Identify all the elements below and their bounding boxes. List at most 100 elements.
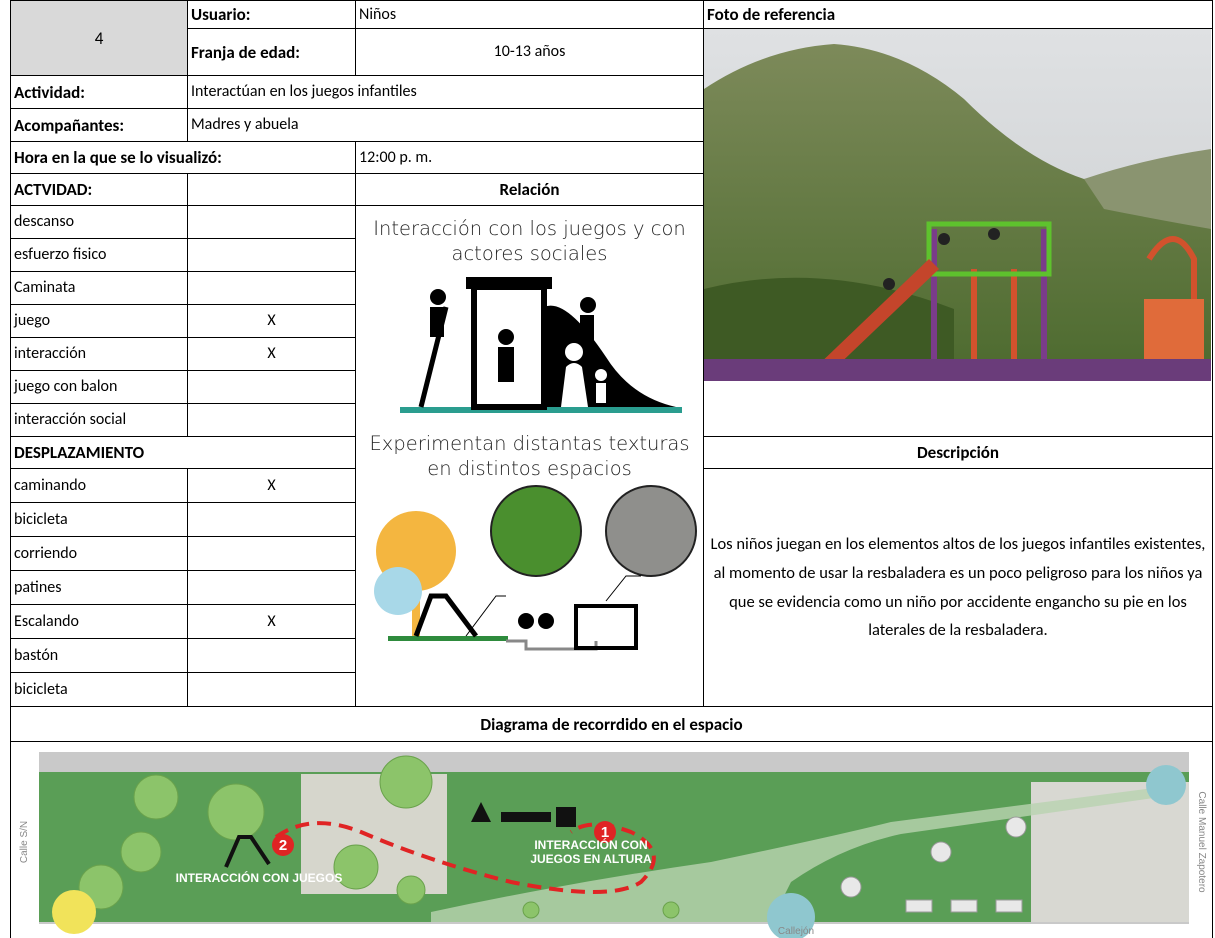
playground-illustration-part: [466, 276, 552, 289]
observation-sheet-part-part: descanso Interacción con los juegos y co…: [10, 205, 1213, 707]
observation-sheet-part-part: 4 Usuario: Niños Foto de referencia: [10, 0, 1213, 76]
displacement-row-label: patines: [10, 570, 188, 605]
activity-row-mark: [187, 205, 356, 239]
activity-label: Actividad:: [10, 75, 188, 109]
route-diagram-part-part: [930, 841, 952, 863]
observation-sheet-part-part: Diagrama de recorrdido en el espacio: [10, 706, 1213, 742]
displacement-row-label: caminando: [10, 468, 188, 503]
observation-sheet-part-part: esfuerzo fisico: [10, 238, 1213, 272]
textures-illustration-part: [538, 613, 554, 630]
displacement-row-mark: [187, 570, 356, 605]
observation-sheet-part-part: corriendo: [10, 536, 1213, 571]
textures-illustration-part: [374, 567, 422, 616]
reference-photo-part: [938, 233, 950, 245]
route-marker-label: 1: [601, 824, 609, 841]
relation-title: Relación: [355, 173, 704, 206]
photo-title: Foto de referencia: [703, 0, 1213, 29]
route-diagram-part: [78, 755, 680, 919]
displacement-row-mark: X: [187, 468, 356, 503]
reference-photo-part: [1084, 149, 1211, 229]
playground-illustration-part: [498, 346, 514, 382]
user-label: Usuario:: [187, 0, 356, 29]
activity-row-label: esfuerzo fisico: [10, 238, 188, 272]
route-marker: [594, 821, 616, 843]
sheet-number: 4: [10, 0, 188, 76]
route-diagram-part-part: [905, 899, 933, 913]
displacement-row-label: bicicleta: [10, 672, 188, 707]
activity-row-mark: X: [187, 337, 356, 371]
street-name: Calle S/N: [19, 821, 30, 863]
playground-illustration: [400, 276, 682, 413]
activity-row-label: descanso: [10, 205, 188, 239]
observation-sheet-part-part: bicicleta: [10, 672, 1213, 707]
displacement-row-mark: [187, 502, 356, 537]
textures-illustration-part: [388, 636, 508, 642]
companions-label: Acompañantes:: [10, 108, 188, 142]
diagram-label-box: INTERACCIÓN CON JUEGOS EN ALTURA: [530, 838, 652, 867]
observation-sheet-part-part: juego con balon: [10, 370, 1213, 404]
empty-cell: [187, 173, 356, 206]
observation-sheet-part-part: interacción social: [10, 403, 1213, 437]
playground-illustration-part: [596, 382, 606, 403]
observation-sheet-part-part: bastón: [10, 638, 1213, 673]
user-value: Niños: [355, 0, 704, 29]
activity-row-label: interacción: [10, 337, 188, 371]
observation-sheet-part: 4 Usuario: Niños Foto de referencia Fran…: [10, 0, 1213, 938]
route-diagram-part: [52, 890, 96, 934]
activity-row-mark: [187, 238, 356, 272]
activity-row-mark: [187, 403, 356, 437]
time-label: Hora en la que se lo visualizó:: [10, 141, 356, 174]
route-diagram-part: [431, 787, 1161, 922]
activity-row-label: juego: [10, 304, 188, 338]
displacement-row-mark: [187, 536, 356, 571]
displacement-row-label: corriendo: [10, 536, 188, 571]
reference-photo-part: [1146, 236, 1197, 381]
textures-illustration-part: [490, 485, 582, 578]
route-diagram-part-part: [207, 783, 265, 841]
activity-row-mark: X: [187, 304, 356, 338]
street-name: Callejón: [778, 926, 814, 937]
activity-value: Interactúan en los juegos infantiles: [187, 75, 704, 109]
route-diagram-part: [1146, 765, 1186, 805]
route-diagram-part-part: [995, 899, 1023, 913]
diagram-title: Diagrama de recorrdido en el espacio: [10, 706, 1213, 742]
playground-illustration-part: [561, 362, 588, 407]
textures-illustration-part: [413, 593, 478, 638]
displacement-row-mark: [187, 638, 356, 673]
route-diagram-part-part: [1005, 816, 1027, 838]
activity-row-label: Caminata: [10, 271, 188, 305]
observation-sheet-part-part: interacción X: [10, 337, 1213, 371]
age-label: Franja de edad:: [187, 28, 356, 76]
route-diagram-part-part: [662, 901, 680, 919]
playground-illustration-part: [580, 296, 596, 313]
relation-caption: Interacción con los juegos y con actores…: [373, 217, 686, 266]
observation-sheet-part-part: Hora en la que se lo visualizó: 12:00 p.…: [10, 141, 1213, 174]
route-diagram-part-part: [840, 876, 862, 898]
textures-illustration: [374, 485, 697, 651]
playground-illustration-part: [580, 314, 594, 341]
activity-row-mark: [187, 271, 356, 305]
observation-sheet-part-part: juego X: [10, 304, 1213, 338]
playground-illustration-part: [498, 328, 514, 345]
route-diagram-part: [274, 821, 656, 894]
observation-sheet: 4 Usuario: Niños Foto de referencia Fran…: [10, 0, 1213, 938]
reference-photo: [704, 29, 1211, 381]
time-value: 12:00 p. m.: [355, 141, 704, 174]
route-diagram-part-part: [950, 899, 978, 913]
displacement-row-mark: X: [187, 604, 356, 639]
activity-row-label: juego con balon: [10, 370, 188, 404]
route-diagram-part: [471, 802, 576, 827]
observation-sheet-part-part: Franja de edad: 10-13 años: [11, 28, 1213, 437]
description-text: Los niños juegan en los elementos altos …: [703, 468, 1213, 707]
playground-illustration-part: [565, 342, 583, 361]
textures-illustration-part: [574, 604, 638, 651]
diagram-label: INTERACCIÓN CON JUEGOS EN ALTURA: [530, 838, 652, 867]
route-marker: [272, 834, 294, 856]
relation-cell: Interacción con los juegos y con actores…: [355, 205, 704, 707]
age-value: 10-13 años: [355, 28, 704, 76]
textures-illustration-part: [518, 613, 534, 630]
reference-photo-part: [883, 278, 895, 290]
displacement-row-label: bastón: [10, 638, 188, 673]
observation-sheet-part-part: 1 2 INTERACCIÓN CON JUEGOS INTERACCIÓN C…: [10, 741, 1213, 938]
observation-sheet-part-part: DESPLAZAMIENTO Descripción: [10, 436, 1213, 469]
